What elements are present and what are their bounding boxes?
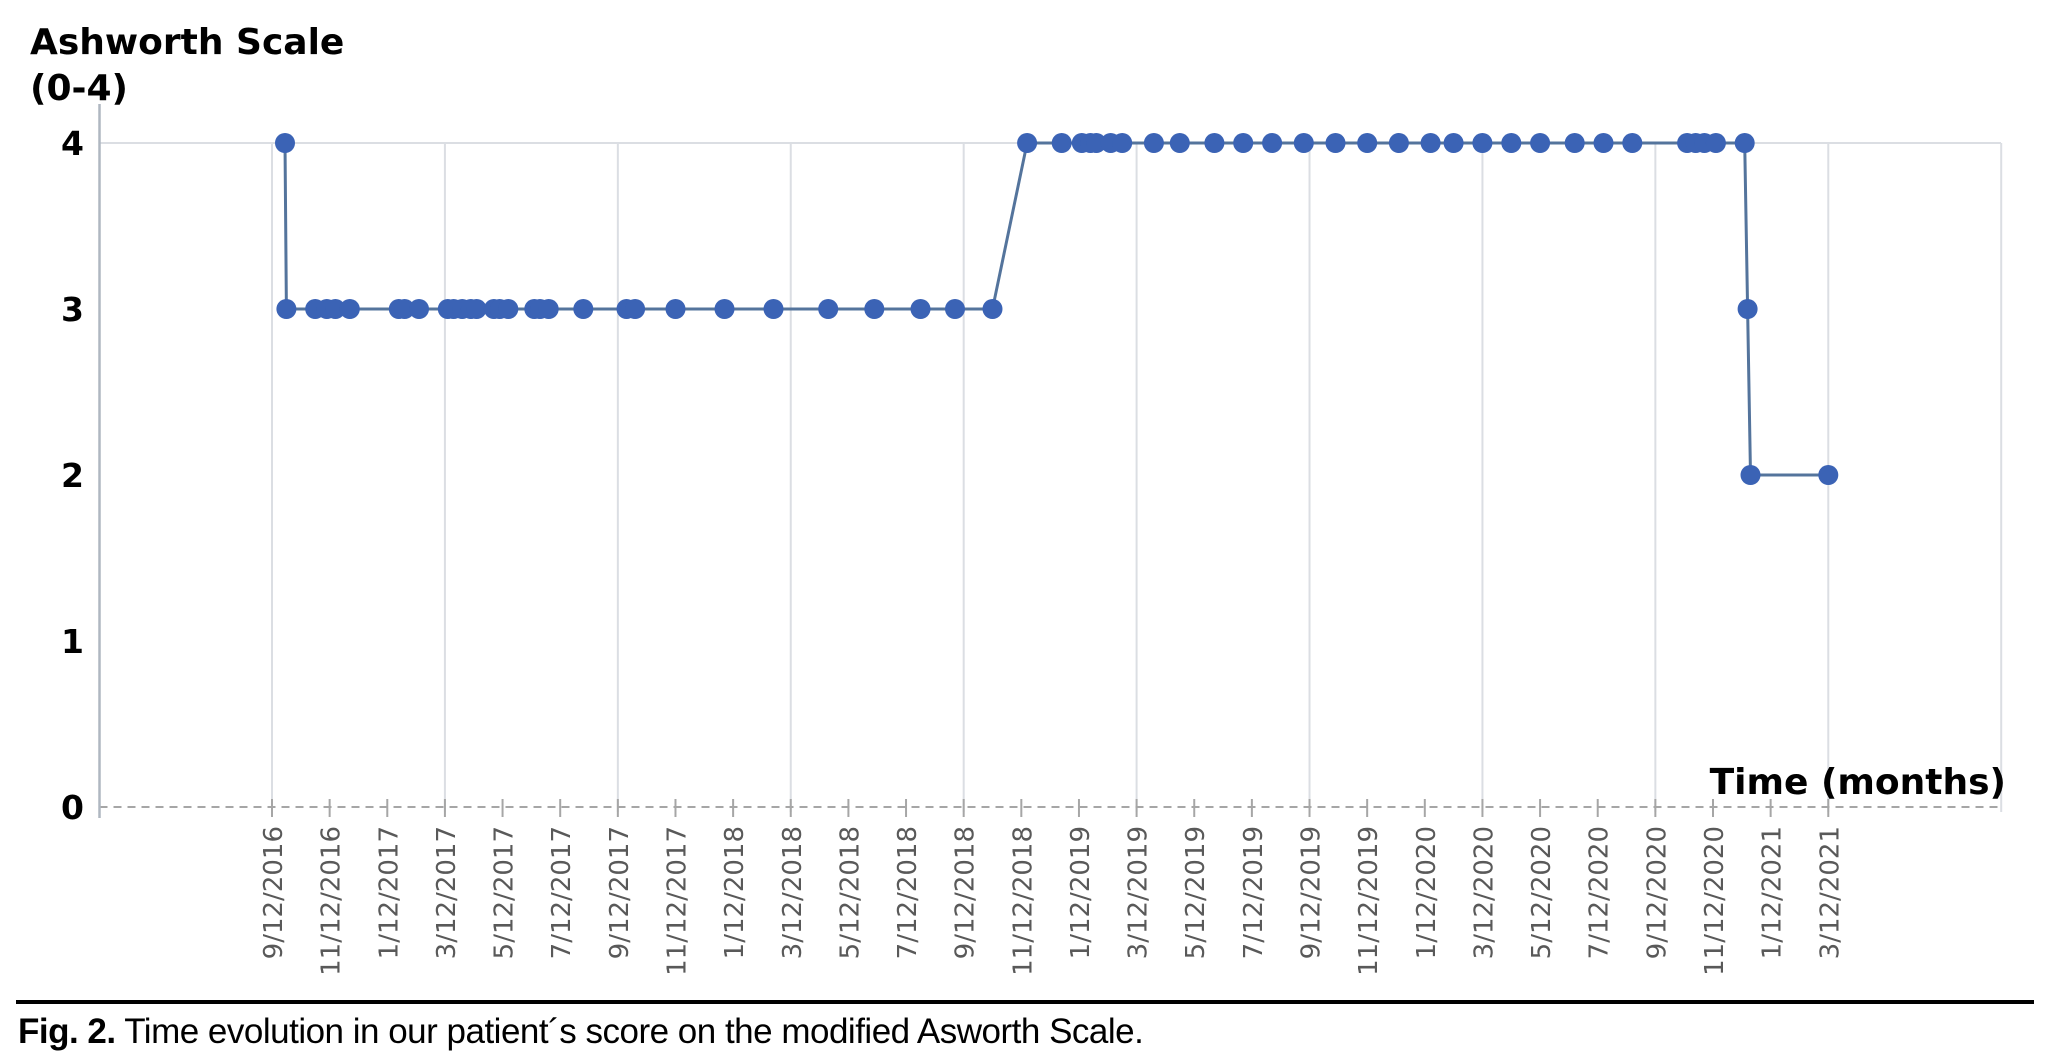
x-tick-label: 11/12/2019 — [1354, 826, 1384, 976]
x-tick-label: 9/12/2017 — [605, 826, 635, 959]
data-point — [1051, 133, 1072, 153]
data-point — [1112, 133, 1133, 153]
data-point — [1530, 133, 1551, 153]
x-tick-label: 11/12/2020 — [1700, 826, 1730, 976]
data-point — [1017, 133, 1038, 153]
data-point — [1501, 133, 1522, 153]
data-point — [325, 299, 346, 319]
data-point — [339, 299, 360, 319]
data-point — [409, 299, 429, 319]
data-point — [1204, 133, 1225, 153]
data-point — [864, 299, 885, 319]
y-axis-title-line1: Ashworth Scale — [30, 22, 345, 63]
data-point — [1564, 133, 1585, 153]
data-point — [1472, 133, 1493, 153]
data-point — [818, 299, 839, 319]
data-point — [1734, 133, 1755, 153]
data-point — [1262, 133, 1283, 153]
figure-caption: Fig. 2. Time evolution in our patient´s … — [18, 1012, 2028, 1052]
data-point — [573, 299, 594, 319]
caption-divider — [16, 1000, 2034, 1004]
x-tick-label: 11/12/2016 — [317, 826, 347, 976]
data-point — [945, 299, 965, 319]
data-point — [1233, 133, 1254, 153]
data-point — [1593, 133, 1614, 153]
x-tick-label: 5/12/2019 — [1181, 826, 1211, 959]
y-axis-title: Ashworth Scale (0-4) — [30, 20, 344, 112]
x-tick-label: 5/12/2017 — [490, 826, 520, 959]
data-point — [275, 133, 295, 153]
y-tick-label: 0 — [61, 788, 84, 827]
data-point — [1622, 133, 1643, 153]
data-point — [1357, 133, 1378, 153]
x-tick-label: 1/12/2018 — [720, 826, 750, 959]
x-tick-label: 1/12/2021 — [1758, 826, 1788, 959]
x-tick-label: 1/12/2019 — [1066, 826, 1096, 959]
x-tick-label: 9/12/2020 — [1642, 826, 1672, 959]
data-point — [982, 299, 1003, 319]
x-tick-label: 9/12/2018 — [951, 826, 981, 959]
data-point — [1705, 133, 1726, 153]
data-point — [394, 299, 415, 319]
y-tick-label: 1 — [61, 622, 84, 661]
data-point — [1293, 133, 1314, 153]
data-point — [1086, 133, 1107, 153]
data-point — [763, 299, 784, 319]
data-point — [1388, 133, 1409, 153]
y-axis-title-line2: (0-4) — [30, 68, 128, 110]
x-tick-label: 9/12/2019 — [1297, 826, 1327, 959]
data-point — [625, 299, 646, 319]
x-tick-label: 11/12/2018 — [1008, 826, 1038, 976]
data-point — [276, 299, 297, 319]
data-point — [1737, 299, 1758, 319]
data-point — [466, 299, 487, 319]
x-tick-label: 7/12/2017 — [547, 826, 577, 959]
data-point — [1325, 133, 1346, 153]
data-point — [1443, 133, 1464, 153]
x-tick-label: 9/12/2016 — [259, 826, 289, 959]
data-point — [498, 299, 519, 319]
data-point — [1818, 465, 1839, 485]
data-point — [910, 299, 931, 319]
x-tick-label: 5/12/2018 — [835, 826, 865, 959]
x-tick-label: 11/12/2017 — [662, 826, 692, 976]
x-tick-label: 3/12/2021 — [1815, 826, 1845, 959]
x-tick-label: 3/12/2017 — [432, 826, 462, 959]
data-point — [1169, 133, 1190, 153]
data-point — [538, 299, 559, 319]
x-tick-label: 7/12/2018 — [893, 826, 923, 959]
data-point — [1143, 133, 1164, 153]
ashworth-scale-line-chart: 9/12/2016 11/12/2016 1/12/2017 3/12/2017 5/1… — [61, 104, 2006, 976]
x-tick-label: 3/12/2020 — [1469, 826, 1499, 959]
x-tick-label: 3/12/2019 — [1124, 826, 1154, 959]
x-tick-label: 7/12/2019 — [1239, 826, 1269, 959]
x-tick-label: 7/12/2020 — [1585, 826, 1615, 959]
y-tick-label: 3 — [61, 290, 84, 329]
x-tick-label: 5/12/2020 — [1527, 826, 1557, 959]
x-tick-label: 1/12/2017 — [374, 826, 404, 959]
y-tick-label: 2 — [61, 456, 84, 495]
x-axis-title: Time (months) — [1710, 762, 2006, 803]
y-tick-label: 4 — [61, 124, 84, 163]
data-point — [1420, 133, 1441, 153]
figure-caption-text: Time evolution in our patient´s score on… — [115, 1012, 1144, 1051]
data-point — [1740, 465, 1761, 485]
figure-caption-label: Fig. 2. — [18, 1012, 116, 1051]
data-point — [665, 299, 686, 319]
x-tick-label: 1/12/2020 — [1412, 826, 1442, 959]
x-tick-label: 3/12/2018 — [778, 826, 808, 959]
data-point — [714, 299, 735, 319]
